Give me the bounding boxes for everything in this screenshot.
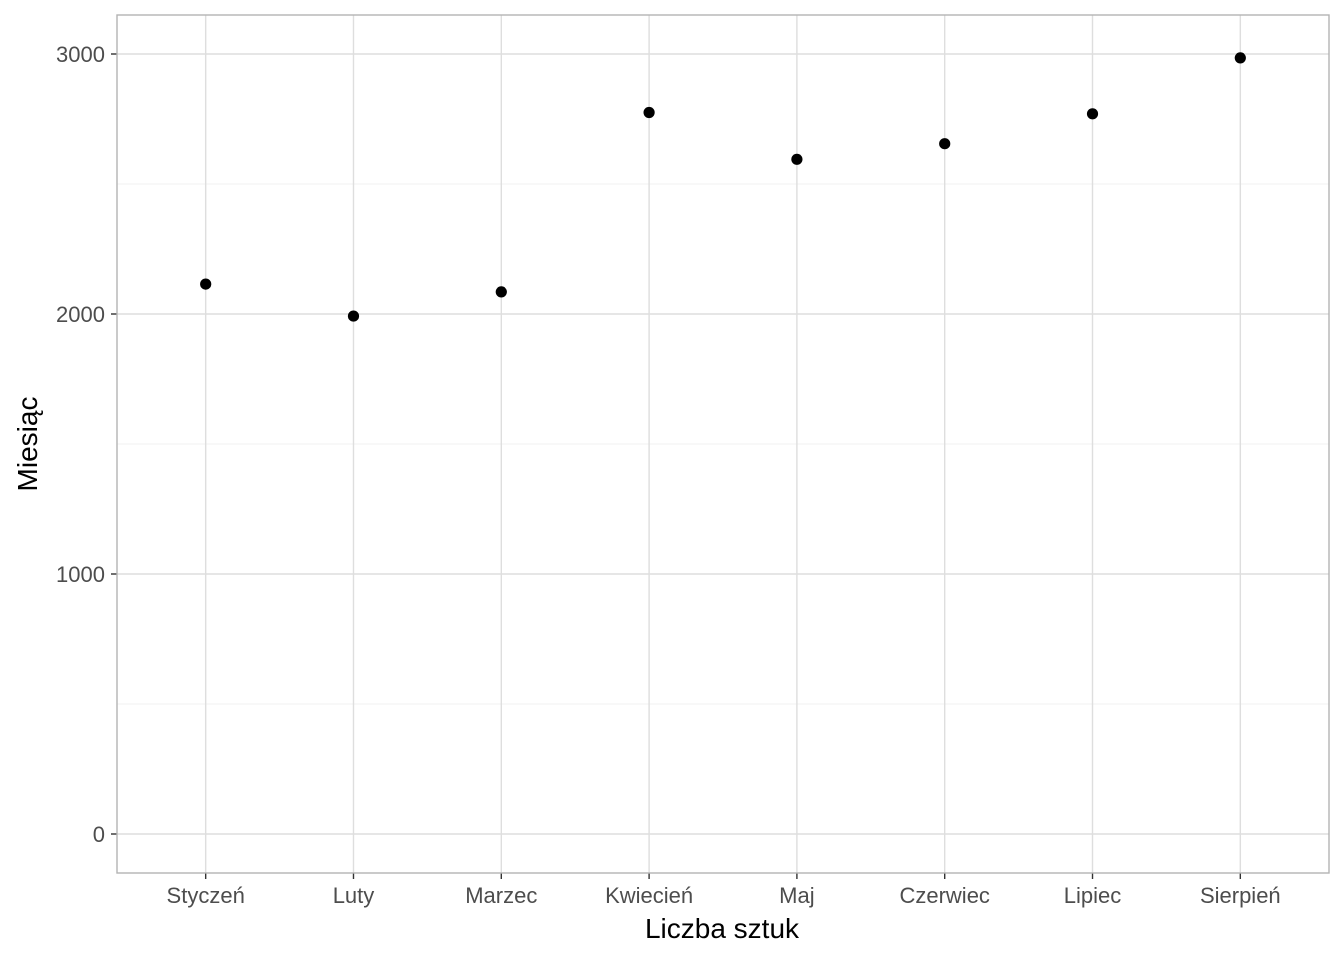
y-tick-label-1: 1000: [56, 562, 105, 587]
x-tick-label-3: Kwiecień: [605, 883, 693, 908]
y-tick-label-2: 2000: [56, 302, 105, 327]
data-point-7: [1234, 52, 1246, 64]
x-tick-label-6: Lipiec: [1064, 883, 1121, 908]
x-axis-title: Liczba sztuk: [645, 913, 800, 944]
y-axis-tick-labels: 0 1000 2000 3000: [56, 42, 105, 847]
x-tick-label-1: Luty: [333, 883, 375, 908]
x-tick-label-2: Marzec: [465, 883, 537, 908]
y-axis-title: Miesiąc: [12, 397, 43, 492]
data-point-1: [347, 310, 360, 322]
x-tick-label-4: Maj: [779, 883, 814, 908]
x-tick-label-5: Czerwiec: [899, 883, 989, 908]
minor-gridlines: [117, 183, 1329, 705]
x-tick-label-0: Styczeń: [167, 883, 245, 908]
data-point-3: [643, 106, 655, 119]
y-tick-label-3: 3000: [56, 42, 105, 67]
data-point-5: [939, 138, 951, 150]
x-tick-label-7: Sierpień: [1200, 883, 1281, 908]
data-point-4: [791, 153, 803, 165]
data-point-0: [200, 278, 212, 290]
data-points: [200, 52, 1246, 322]
y-tick-label-0: 0: [93, 822, 105, 847]
x-axis-tick-labels: Styczeń Luty Marzec Kwiecień Maj Czerwiec Lipi…: [167, 883, 1281, 908]
data-point-2: [495, 286, 507, 298]
data-point-6: [1086, 108, 1099, 120]
axis-ticks: [111, 53, 1242, 879]
panel-border: [116, 14, 1330, 874]
